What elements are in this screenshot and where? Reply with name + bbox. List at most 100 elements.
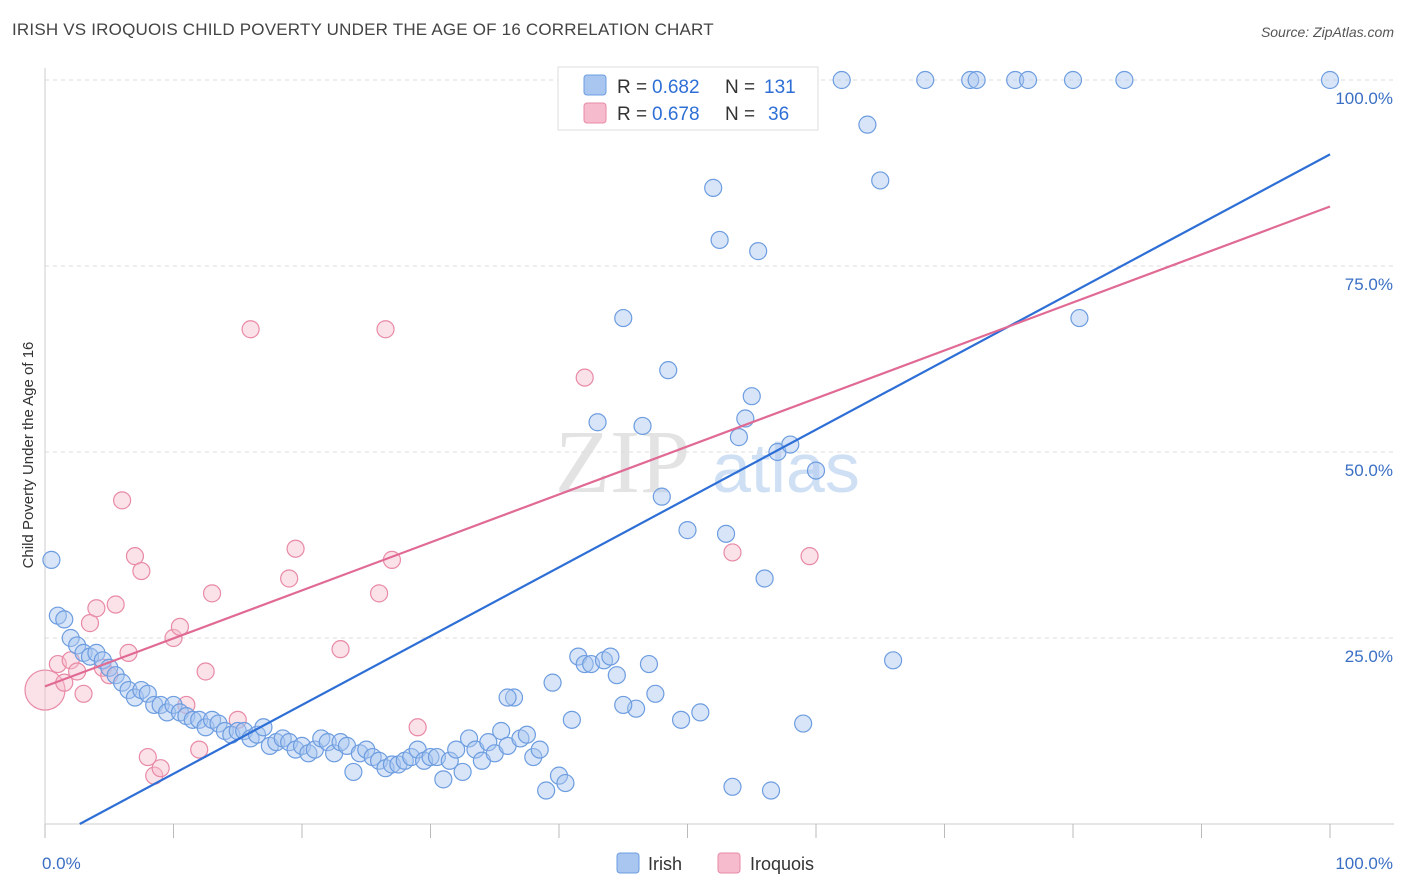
- irish-point: [504, 688, 524, 707]
- irish-point: [729, 428, 749, 447]
- irish-point: [646, 684, 665, 703]
- irish-point: [517, 725, 536, 744]
- irish-point: [588, 413, 607, 432]
- irish-point: [678, 521, 697, 540]
- irish-point: [190, 710, 209, 729]
- iroquois-point: [87, 599, 106, 618]
- irish-point: [1320, 70, 1340, 90]
- irish-point: [151, 695, 170, 715]
- bottom-legend-irish: Irish: [648, 854, 682, 874]
- iroquois-point: [723, 543, 742, 562]
- legend-n-value-iroquois: 36: [768, 104, 789, 125]
- irish-point: [671, 710, 691, 729]
- irish-point: [357, 740, 376, 759]
- irish-point: [318, 733, 337, 752]
- irish-point: [967, 70, 986, 90]
- irish-point: [607, 666, 626, 685]
- legend-n-value-irish: 131: [764, 77, 796, 98]
- irish-point: [549, 766, 569, 785]
- irish-point: [61, 628, 80, 648]
- irish-point: [691, 703, 710, 722]
- axes: [44, 68, 1394, 838]
- iroquois-point: [24, 669, 66, 711]
- irish-points: [42, 70, 1340, 800]
- irish-point: [524, 747, 543, 767]
- irish-point: [447, 740, 466, 759]
- irish-point: [498, 688, 517, 707]
- irish-point: [742, 387, 761, 406]
- irish-point: [652, 487, 671, 506]
- iroquois-point: [280, 569, 299, 588]
- irish-point: [55, 610, 74, 629]
- irish-point: [755, 569, 774, 588]
- irish-point: [614, 308, 633, 328]
- iroquois-point: [74, 684, 93, 703]
- bottom-legend: Irish Iroquois: [616, 852, 814, 874]
- irish-point: [1070, 308, 1089, 328]
- irish-point: [716, 524, 736, 543]
- irish-point: [710, 230, 729, 250]
- iroquois-point: [151, 759, 170, 778]
- irish-point: [639, 654, 659, 674]
- irish-point: [633, 416, 652, 436]
- irish-point: [1006, 70, 1025, 90]
- irish-point: [1115, 70, 1134, 90]
- iroquois-point: [575, 368, 594, 387]
- legend-n-label-iroquois: N =: [725, 104, 755, 125]
- irish-point: [749, 242, 768, 261]
- iroquois-point: [196, 662, 215, 681]
- iroquois-point: [286, 539, 305, 558]
- irish-point: [562, 710, 581, 729]
- irish-point: [138, 684, 157, 703]
- irish-point: [479, 733, 498, 752]
- irish-point: [209, 714, 228, 733]
- legend-r-label-irish: R =: [617, 77, 647, 98]
- iroquois-point: [132, 561, 151, 581]
- irish-point: [530, 740, 549, 759]
- bottom-legend-swatch-iroquois: [717, 852, 741, 874]
- iroquois-point: [331, 640, 350, 659]
- iroquois-points: [24, 320, 819, 785]
- irish-point: [871, 171, 890, 190]
- iroquois-point: [112, 491, 132, 510]
- iroquois-point: [241, 320, 260, 339]
- irish-point: [157, 703, 177, 722]
- x-tick-labels: 0.0% 100.0%: [42, 854, 1393, 873]
- y-tick-label: 75.0%: [1345, 275, 1393, 294]
- iroquois-point: [370, 584, 389, 603]
- trend-lines: [44, 153, 1331, 825]
- irish-point: [883, 651, 903, 670]
- irish-point: [164, 695, 183, 715]
- irish-point: [614, 695, 633, 715]
- irish-point: [543, 673, 562, 692]
- legend-r-value-iroquois: 0.678: [652, 104, 700, 125]
- irish-point: [344, 762, 363, 782]
- irish-point: [575, 654, 594, 674]
- irish-point: [440, 751, 459, 770]
- irish-point: [794, 714, 813, 733]
- irish-point: [761, 781, 781, 800]
- irish-point: [961, 70, 980, 90]
- irish-point: [434, 770, 453, 789]
- y-axis-label: Child Poverty Under the Age of 16: [20, 342, 37, 569]
- irish-point: [42, 550, 61, 569]
- irish-point: [421, 747, 440, 767]
- iroquois-point: [202, 584, 222, 603]
- irish-point: [659, 361, 678, 380]
- irish-point: [723, 777, 742, 796]
- irish-point: [806, 461, 826, 480]
- iroquois-point: [106, 595, 125, 614]
- irish-point: [916, 70, 935, 90]
- legend-n-label-irish: N =: [725, 77, 755, 98]
- irish-point: [119, 680, 138, 700]
- irish-point: [106, 666, 125, 685]
- irish-point: [537, 781, 556, 800]
- legend-swatch-irish: [583, 74, 607, 96]
- iroquois-point: [800, 547, 819, 566]
- irish-point: [87, 643, 106, 662]
- source-credit: Source: ZipAtlas.com: [1260, 24, 1394, 40]
- iroquois-point: [190, 740, 209, 759]
- irish-point: [556, 773, 575, 793]
- iroquois-point: [376, 320, 395, 339]
